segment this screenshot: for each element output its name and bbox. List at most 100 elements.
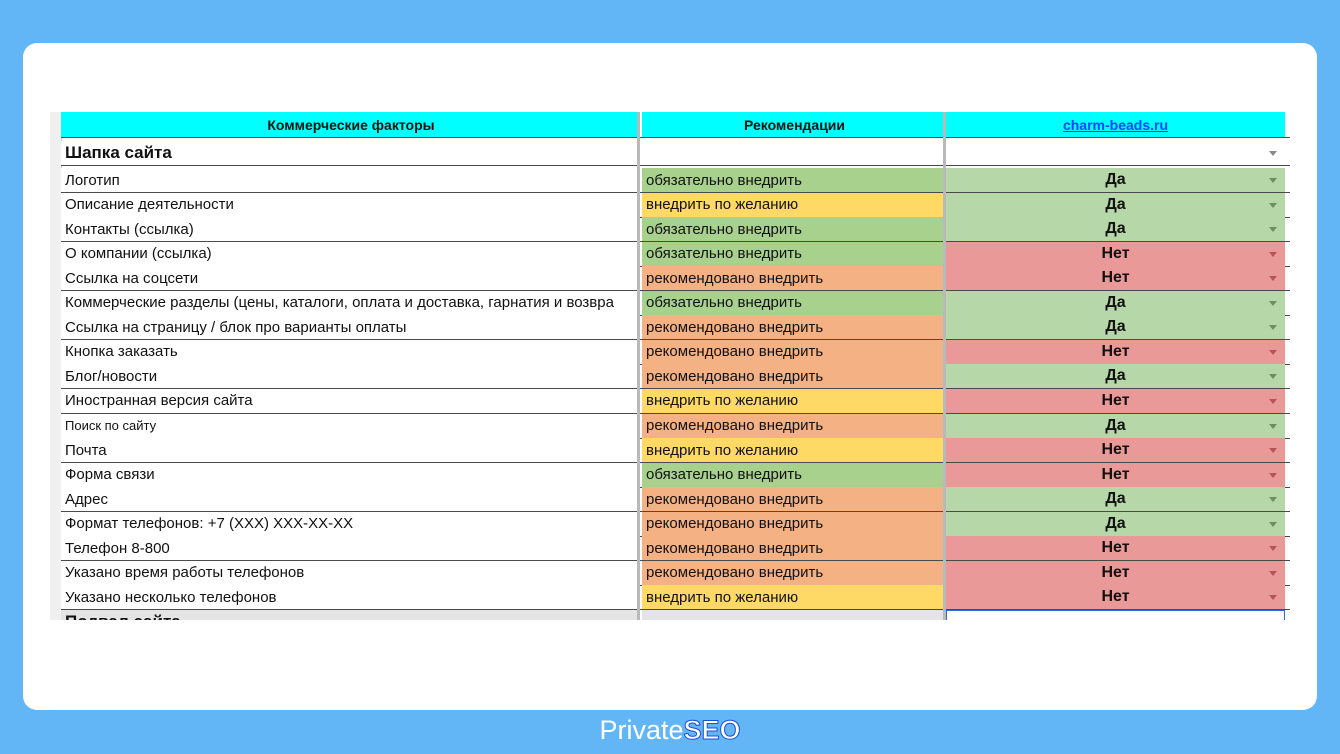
recommendation-cell[interactable]: внедрить по желанию (642, 585, 943, 610)
recommendation-cell[interactable]: рекомендовано внедрить (642, 536, 943, 561)
next-section-title[interactable]: Подвал сайта (61, 610, 637, 620)
factor-cell[interactable]: Формат телефонов: +7 (XXX) XXX-XX-XX (61, 511, 637, 536)
value-text: Да (1105, 220, 1126, 238)
factor-cell[interactable]: О компании (ссылка) (61, 241, 637, 266)
value-cell[interactable]: Да (946, 364, 1285, 389)
dropdown-arrow-icon[interactable] (1269, 595, 1277, 601)
value-cell[interactable]: Нет (946, 241, 1285, 266)
dropdown-arrow-icon[interactable] (1269, 570, 1277, 576)
factor-cell[interactable]: Поиск по сайту (61, 413, 637, 438)
value-cell[interactable]: Да (946, 192, 1285, 217)
value-cell[interactable]: Нет (946, 462, 1285, 487)
dropdown-arrow-icon[interactable] (1269, 227, 1277, 233)
recommendation-cell[interactable]: обязательно внедрить (642, 290, 943, 315)
dropdown-arrow-icon[interactable] (1269, 251, 1277, 257)
table-row: Блог/новости рекомендовано внедрить Да (61, 364, 1290, 390)
dropdown-arrow-icon[interactable] (1269, 300, 1277, 306)
value-cell[interactable]: Да (946, 315, 1285, 340)
factor-cell[interactable]: Блог/новости (61, 364, 637, 389)
value-cell[interactable]: Нет (946, 560, 1285, 585)
value-cell[interactable]: Да (946, 217, 1285, 242)
table-row: Адрес рекомендовано внедрить Да (61, 487, 1290, 513)
site-link[interactable]: charm-beads.ru (1062, 116, 1169, 133)
factor-cell[interactable]: Указано несколько телефонов (61, 585, 637, 610)
dropdown-arrow-icon[interactable] (1269, 546, 1277, 552)
factor-cell[interactable]: Указано время работы телефонов (61, 560, 637, 585)
dropdown-arrow-icon[interactable] (1269, 276, 1277, 282)
next-section-rec-cell[interactable] (642, 610, 943, 620)
dropdown-arrow-icon[interactable] (1269, 448, 1277, 454)
section-title[interactable]: Шапка сайта (61, 141, 637, 165)
recommendation-cell[interactable]: рекомендовано внедрить (642, 339, 943, 364)
factor-cell[interactable]: Коммерческие разделы (цены, каталоги, оп… (61, 290, 637, 315)
factor-cell[interactable]: Иностранная версия сайта (61, 388, 637, 413)
value-cell[interactable]: Нет (946, 585, 1285, 610)
dropdown-arrow-icon[interactable] (1269, 423, 1277, 429)
value-text: Да (1105, 490, 1126, 508)
factor-cell[interactable]: Описание деятельности (61, 192, 637, 217)
value-cell[interactable]: Да (946, 290, 1285, 315)
recommendation-cell[interactable]: обязательно внедрить (642, 462, 943, 487)
recommendation-cell[interactable]: внедрить по желанию (642, 438, 943, 463)
recommendation-cell[interactable]: внедрить по желанию (642, 192, 943, 217)
dropdown-arrow-icon[interactable] (1269, 325, 1277, 331)
factor-cell[interactable]: Ссылка на страницу / блок про варианты о… (61, 315, 637, 340)
recommendation-cell[interactable]: рекомендовано внедрить (642, 364, 943, 389)
value-text: Нет (1101, 539, 1130, 557)
factor-cell[interactable]: Кнопка заказать (61, 339, 637, 364)
value-cell[interactable]: Нет (946, 388, 1285, 413)
recommendation-cell[interactable]: рекомендовано внедрить (642, 487, 943, 512)
section-rec-cell[interactable] (642, 141, 943, 165)
table-row: Поиск по сайту рекомендовано внедрить Да (61, 413, 1290, 439)
header-recommendations[interactable]: Рекомендации (642, 112, 943, 137)
section-value-cell[interactable] (946, 141, 1285, 165)
table-row: Указано время работы телефонов рекомендов… (61, 560, 1290, 586)
recommendation-cell[interactable]: обязательно внедрить (642, 241, 943, 266)
dropdown-arrow-icon[interactable] (1269, 497, 1277, 503)
value-cell[interactable]: Нет (946, 266, 1285, 291)
recommendation-cell[interactable]: обязательно внедрить (642, 217, 943, 242)
value-text: Да (1105, 416, 1126, 434)
value-cell[interactable]: Да (946, 487, 1285, 512)
table-row: Логотип обязательно внедрить Да (61, 168, 1290, 193)
header-factors[interactable]: Коммерческие факторы (61, 112, 637, 137)
dropdown-arrow-icon[interactable] (1269, 151, 1277, 156)
recommendation-cell[interactable]: рекомендовано внедрить (642, 413, 943, 438)
recommendation-cell[interactable]: внедрить по желанию (642, 388, 943, 413)
dropdown-arrow-icon[interactable] (1269, 178, 1277, 183)
dropdown-arrow-icon[interactable] (1269, 472, 1277, 478)
recommendation-cell[interactable]: рекомендовано внедрить (642, 511, 943, 536)
value-cell[interactable]: Да (946, 168, 1285, 192)
factor-cell[interactable]: Форма связи (61, 462, 637, 487)
value-cell[interactable]: Да (946, 511, 1285, 536)
dropdown-arrow-icon[interactable] (1269, 398, 1277, 404)
header-site[interactable]: charm-beads.ru (946, 112, 1285, 137)
dropdown-arrow-icon[interactable] (1269, 202, 1277, 208)
recommendation-cell[interactable]: рекомендовано внедрить (642, 560, 943, 585)
dropdown-arrow-icon[interactable] (1269, 374, 1277, 380)
factor-cell[interactable]: Ссылка на соцсети (61, 266, 637, 291)
table-row: Кнопка заказать рекомендовано внедрить Нет (61, 339, 1290, 365)
value-cell[interactable]: Да (946, 413, 1285, 438)
factor-cell[interactable]: Контакты (ссылка) (61, 217, 637, 242)
value-text: Да (1105, 318, 1126, 336)
value-cell[interactable]: Нет (946, 438, 1285, 463)
next-section-value-cell[interactable] (946, 610, 1285, 620)
factor-cell[interactable]: Логотип (61, 168, 637, 192)
factor-cell[interactable]: Телефон 8-800 (61, 536, 637, 561)
next-section-row: Подвал сайта (61, 610, 1290, 620)
recommendation-cell[interactable]: рекомендовано внедрить (642, 266, 943, 291)
factor-cell[interactable]: Адрес (61, 487, 637, 512)
dropdown-arrow-icon[interactable] (1269, 349, 1277, 355)
recommendation-cell[interactable]: обязательно внедрить (642, 168, 943, 192)
value-cell[interactable]: Нет (946, 536, 1285, 561)
value-cell[interactable]: Нет (946, 339, 1285, 364)
value-text: Да (1105, 293, 1126, 311)
recommendation-cell[interactable]: рекомендовано внедрить (642, 315, 943, 340)
header-row: Коммерческие факторы Рекомендации charm-… (61, 112, 1290, 138)
brand-seo: SEO (683, 714, 741, 745)
dropdown-arrow-icon[interactable] (1269, 521, 1277, 527)
table-row: Почта внедрить по желанию Нет (61, 438, 1290, 464)
factor-cell[interactable]: Почта (61, 438, 637, 463)
value-text: Нет (1101, 441, 1130, 459)
